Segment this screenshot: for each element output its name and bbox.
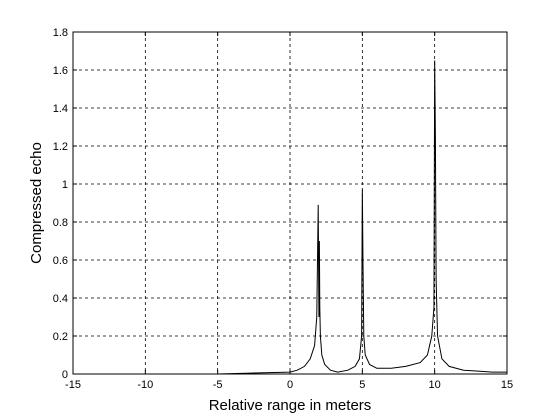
series bbox=[73, 60, 507, 375]
y-tick-label: 0.2 bbox=[53, 331, 68, 343]
y-tick-label: 1.6 bbox=[53, 65, 68, 77]
y-tick-label: 0 bbox=[62, 369, 68, 381]
y-tick-label: 0.8 bbox=[53, 217, 68, 229]
x-tick-label: -10 bbox=[137, 379, 153, 391]
x-tick-label: -5 bbox=[213, 379, 223, 391]
y-tick-label: 1.8 bbox=[53, 27, 68, 39]
y-tick-label: 0.4 bbox=[53, 293, 68, 305]
x-tick-label: 0 bbox=[287, 379, 293, 391]
y-tick-label: 1.4 bbox=[53, 103, 68, 115]
series-line bbox=[73, 60, 507, 375]
x-tick-label: 15 bbox=[501, 379, 513, 391]
x-axis-label: Relative range in meters bbox=[209, 397, 372, 414]
tick-labels: -15 -10 -5 0 5 10 15 0 0.2 0.4 0.6 0.8 1 1.2 1.4 1.6 1.8 bbox=[53, 27, 513, 391]
y-axis-label: Compressed echo bbox=[28, 142, 45, 264]
plot-frame bbox=[72, 31, 508, 375]
x-tick-label: 10 bbox=[429, 379, 441, 391]
x-tick-label: 5 bbox=[359, 379, 365, 391]
y-tick-label: 1.2 bbox=[53, 141, 68, 153]
y-tick-label: 0.6 bbox=[53, 255, 68, 267]
x-tick-label: -15 bbox=[65, 379, 81, 391]
y-tick-label: 1 bbox=[62, 179, 68, 191]
